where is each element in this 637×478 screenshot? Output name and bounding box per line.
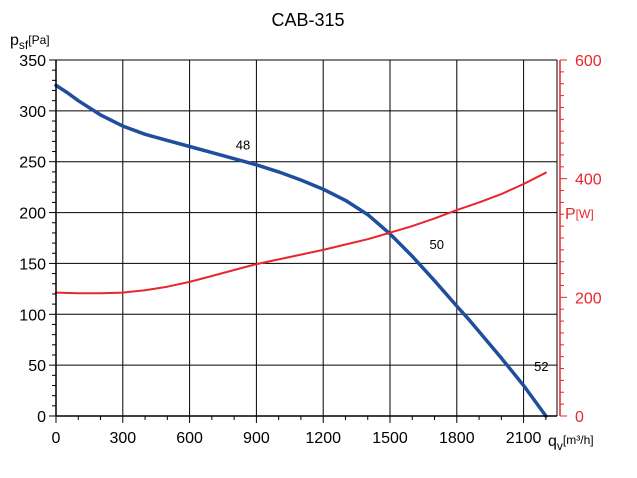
annotations: 48 50 52 xyxy=(236,138,549,375)
tick-labels: 0 300 600 900 1200 1500 1800 2100 0 50 100 150 200 25… xyxy=(19,53,602,447)
x-axis-label: qv[m³/h] xyxy=(548,433,594,453)
y-right-tick-label: 0 xyxy=(575,409,584,426)
y-left-tick-label: 300 xyxy=(19,104,46,121)
y-right-tick-label: 400 xyxy=(575,172,602,189)
x-tick-label: 1800 xyxy=(439,430,475,447)
y-left-tick-label: 0 xyxy=(37,409,46,426)
series-group xyxy=(54,83,548,418)
axes xyxy=(55,59,558,417)
y-left-label-unit: [Pa] xyxy=(28,33,49,47)
x-tick-label: 600 xyxy=(176,430,203,447)
y-right-axis-label: P[W] xyxy=(565,206,594,223)
y-left-label-sub: sf xyxy=(19,38,29,52)
y-right-label-unit: [W] xyxy=(576,207,594,221)
x-label-main: q xyxy=(548,433,557,450)
x-label-unit: [m³/h] xyxy=(563,433,594,447)
y-left-label-main: p xyxy=(10,32,19,49)
y-left-tick-label: 100 xyxy=(19,307,46,324)
curve-annotation: 48 xyxy=(236,138,250,153)
curve-annotation: 50 xyxy=(430,237,444,252)
y-left-tick-label: 150 xyxy=(19,256,46,273)
y-left-tick-label: 200 xyxy=(19,206,46,223)
chart-title: CAB-315 xyxy=(271,10,344,30)
x-tick-label: 0 xyxy=(52,430,61,447)
curve-annotation: 52 xyxy=(534,359,548,374)
y-left-tick-label: 350 xyxy=(19,53,46,70)
x-tick-label: 2100 xyxy=(506,430,542,447)
x-tick-label: 1500 xyxy=(372,430,408,447)
grid xyxy=(56,59,557,416)
tick-marks xyxy=(49,59,567,423)
y-left-tick-label: 50 xyxy=(28,358,46,375)
x-label-sub: v xyxy=(557,439,563,453)
pressure-curve-line xyxy=(54,83,548,418)
x-tick-label: 300 xyxy=(109,430,136,447)
y-right-tick-label: 600 xyxy=(575,53,602,70)
power-curve-line xyxy=(55,171,547,295)
x-tick-label: 900 xyxy=(243,430,270,447)
y-right-tick-label: 200 xyxy=(575,290,602,307)
y-right-label-main: P xyxy=(565,206,576,223)
y-left-tick-label: 250 xyxy=(19,155,46,172)
y-left-axis-label: psf[Pa] xyxy=(10,32,50,52)
x-tick-label: 1200 xyxy=(305,430,341,447)
